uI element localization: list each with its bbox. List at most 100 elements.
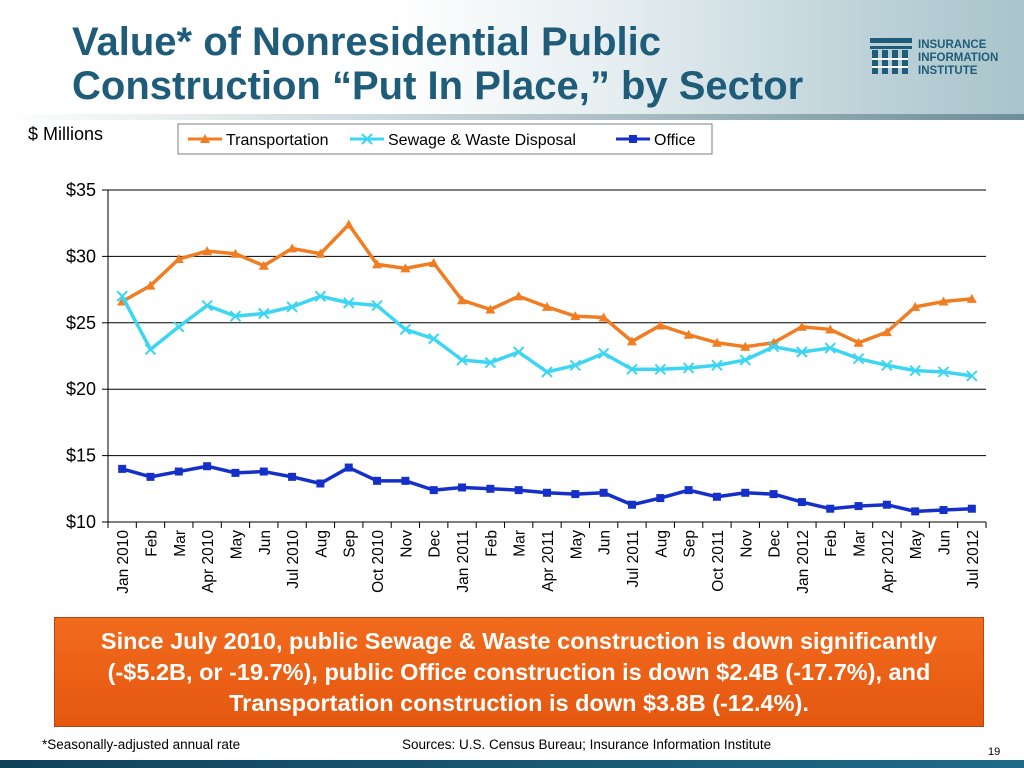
data-point-sewage [484,356,497,369]
x-tick-label: Mar [172,530,189,557]
y-tick-label: $30 [66,246,96,266]
x-tick-label: May [908,530,925,560]
y-axis-label: $ Millions [28,124,103,144]
data-point-office [967,504,976,513]
data-point-sewage [711,359,723,372]
data-point-office [741,488,750,497]
data-point-transportation [230,248,241,258]
data-point-sewage [343,297,355,309]
data-point-office [656,494,665,503]
data-point-transportation [938,296,949,306]
data-point-transportation [740,341,751,351]
legend-label: Office [654,132,696,149]
data-point-office [259,467,268,476]
data-point-sewage [626,363,638,375]
x-tick-label: Oct 2011 [710,530,727,592]
data-point-office [344,463,353,472]
data-point-sewage [909,364,921,377]
x-tick-label: Jun [257,530,274,555]
callout-box: Since July 2010, public Sewage & Waste c… [54,617,984,727]
x-tick-label: Jan 2010 [115,530,132,594]
data-point-sewage [937,366,950,378]
data-point-sewage [796,346,808,358]
x-tick-label: Aug [313,530,330,558]
x-tick-label: Mar [512,530,529,557]
x-tick-label: Dec [767,530,784,558]
x-tick-label: Jul 2011 [625,530,642,587]
x-tick-label: Apr 2010 [200,530,217,593]
data-point-transportation [145,280,156,290]
data-point-office [174,467,183,476]
iii-logo-text: INSURANCE INFORMATION INSTITUTE [918,39,999,77]
data-point-sewage [512,346,525,358]
data-point-transportation [287,243,298,253]
data-point-office [684,486,693,495]
data-point-sewage [682,362,695,374]
data-point-sewage [852,352,865,365]
data-point-office [118,464,127,473]
data-point-transportation [400,263,411,273]
data-point-transportation [853,337,864,347]
y-tick-label: $10 [66,512,96,532]
x-tick-label: Jun [937,530,954,555]
x-tick-label: Jul 2010 [285,530,302,589]
data-point-sewage [767,340,780,353]
data-point-transportation [655,320,666,330]
data-point-office [854,502,863,511]
data-point-sewage [116,290,128,302]
slide-title-line-1: Value* of Nonresidential Public [72,20,662,64]
x-tick-label: Mar [852,530,869,557]
x-tick-label: Sep [342,530,359,558]
slide-title-line-2: Construction “Put In Place,” by Sector [72,64,804,108]
series-line-0 [121,222,973,349]
x-tick-label: Nov [738,530,755,558]
data-point-office [911,507,920,516]
data-point-transportation [457,295,468,305]
data-point-sewage [258,307,270,320]
data-point-office [599,488,608,497]
data-point-sewage [173,321,185,333]
data-point-transportation [711,337,722,347]
data-point-transportation [881,327,892,337]
footer-band [0,760,1024,768]
header-rule [0,114,1024,120]
x-tick-label: Feb [823,530,840,557]
data-point-transportation [202,246,213,256]
data-point-transportation [796,321,807,331]
y-tick-label: $20 [66,379,96,399]
x-tick-label: Feb [143,530,160,557]
data-point-sewage [569,359,582,372]
x-tick-label: Oct 2010 [370,530,387,593]
x-tick-label: May [228,530,245,560]
data-point-sewage [824,342,836,354]
x-tick-label: Sep [682,530,699,558]
data-point-sewage [371,299,383,312]
data-point-transportation [258,260,269,270]
data-point-office [571,490,580,499]
data-point-sewage [541,366,553,378]
data-point-office [288,472,297,481]
x-tick-label: Jan 2011 [455,530,472,593]
callout-text: Since July 2010, public Sewage & Waste c… [100,627,938,716]
data-point-office [486,484,495,493]
data-point-transportation [485,304,496,314]
data-point-sewage [144,343,157,356]
x-tick-label: Dec [427,530,444,558]
data-point-transportation [315,248,326,258]
data-point-sewage [399,323,412,336]
x-tick-label: Apr 2012 [880,530,897,593]
data-point-office [458,483,467,492]
legend-marker-triangle [200,134,210,143]
data-point-office [712,492,721,501]
y-tick-label: $25 [66,313,96,333]
x-tick-label: May [568,530,585,560]
x-tick-label: Jun [597,530,614,555]
page-number: 19 [988,746,1001,758]
footnote: *Seasonally-adjusted annual rate [42,737,241,752]
iii-logo-icon [870,38,912,74]
data-point-office [769,490,778,499]
x-tick-label: Apr 2011 [540,530,557,592]
legend-marker-x [361,133,373,145]
data-point-transportation [173,254,184,264]
data-point-transportation [683,329,694,339]
